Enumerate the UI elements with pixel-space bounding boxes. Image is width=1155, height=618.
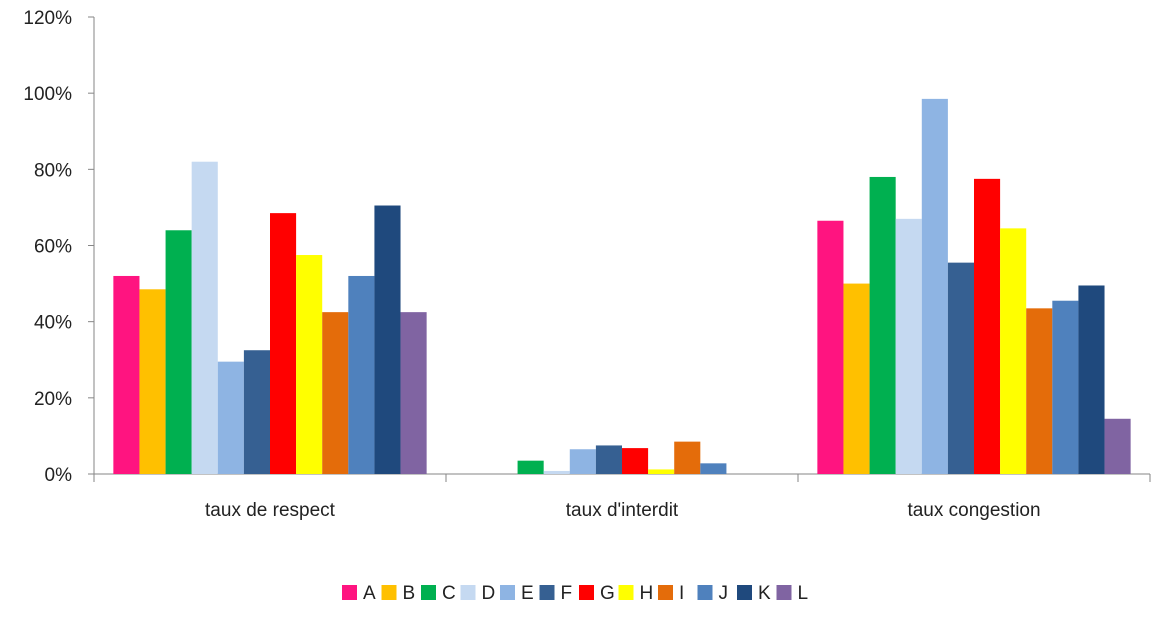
y-tick-label: 40% (34, 313, 72, 334)
bar-d-taux-d-interdit (543, 470, 570, 474)
legend-label-h: H (640, 583, 654, 604)
bar-i-taux-de-respect (322, 312, 349, 474)
legend-swatch-h (618, 585, 634, 600)
legend-label-i: I (679, 583, 684, 604)
legend-label-d: D (482, 583, 496, 604)
x-tick-label: taux d'interdit (566, 500, 679, 521)
x-tick-label: taux congestion (907, 500, 1040, 521)
y-tick-label: 0% (45, 465, 73, 486)
bar-l-taux-de-respect (400, 312, 427, 474)
bar-d-taux-de-respect (191, 161, 218, 474)
legend-label-f: F (561, 583, 573, 604)
bar-h-taux-congestion (1000, 228, 1027, 474)
bar-c-taux-de-respect (165, 230, 192, 474)
legend-label-a: A (363, 583, 376, 604)
legend-swatch-k (737, 585, 752, 600)
legend-swatch-j (697, 585, 713, 600)
y-tick-label: 60% (34, 237, 72, 258)
bar-j-taux-de-respect (348, 275, 375, 474)
legend-label-e: E (521, 583, 534, 604)
bar-e-taux-d-interdit (569, 449, 596, 474)
y-tick-label: 80% (34, 160, 72, 181)
bar-g-taux-d-interdit (622, 448, 649, 474)
legend-swatch-b (381, 585, 397, 600)
legend-swatch-d (460, 585, 476, 600)
bar-g-taux-de-respect (270, 213, 297, 475)
bar-j-taux-congestion (1052, 300, 1079, 474)
bar-h-taux-de-respect (296, 255, 323, 474)
legend-label-c: C (442, 583, 456, 604)
bar-j-taux-d-interdit (700, 463, 727, 474)
bar-g-taux-congestion (974, 178, 1001, 474)
bar-k-taux-congestion (1078, 285, 1105, 474)
bar-b-taux-congestion (843, 283, 870, 474)
bar-c-taux-congestion (869, 176, 896, 474)
x-tick-label: taux de respect (205, 500, 336, 521)
bar-f-taux-de-respect (243, 350, 270, 474)
legend-swatch-l (776, 585, 792, 600)
bar-i-taux-congestion (1026, 308, 1053, 474)
y-tick-label: 120% (23, 8, 72, 29)
legend-swatch-e (500, 585, 515, 600)
bar-a-taux-de-respect (113, 275, 140, 474)
bar-b-taux-de-respect (139, 289, 166, 474)
legend-label-j: J (719, 583, 729, 604)
legend-swatch-g (579, 585, 594, 600)
legend-label-k: K (758, 583, 771, 604)
legend-label-b: B (403, 583, 416, 604)
bar-e-taux-de-respect (217, 361, 244, 474)
bar-d-taux-congestion (895, 218, 922, 474)
bar-f-taux-d-interdit (595, 445, 622, 474)
bar-h-taux-d-interdit (648, 469, 675, 474)
legend-label-l: L (798, 583, 809, 604)
legend-swatch-a (342, 585, 357, 600)
legend-label-g: G (600, 583, 615, 604)
legend-swatch-f (539, 585, 555, 600)
bar-f-taux-congestion (947, 262, 974, 474)
bar-e-taux-congestion (921, 98, 948, 475)
bar-a-taux-congestion (817, 220, 844, 474)
bar-k-taux-de-respect (374, 205, 401, 474)
bar-c-taux-d-interdit (517, 460, 544, 474)
legend-swatch-c (421, 585, 436, 600)
y-tick-label: 20% (34, 389, 72, 410)
y-tick-label: 100% (23, 84, 72, 105)
bar-l-taux-congestion (1104, 418, 1131, 474)
bar-i-taux-d-interdit (674, 441, 701, 474)
legend-swatch-i (658, 585, 673, 600)
